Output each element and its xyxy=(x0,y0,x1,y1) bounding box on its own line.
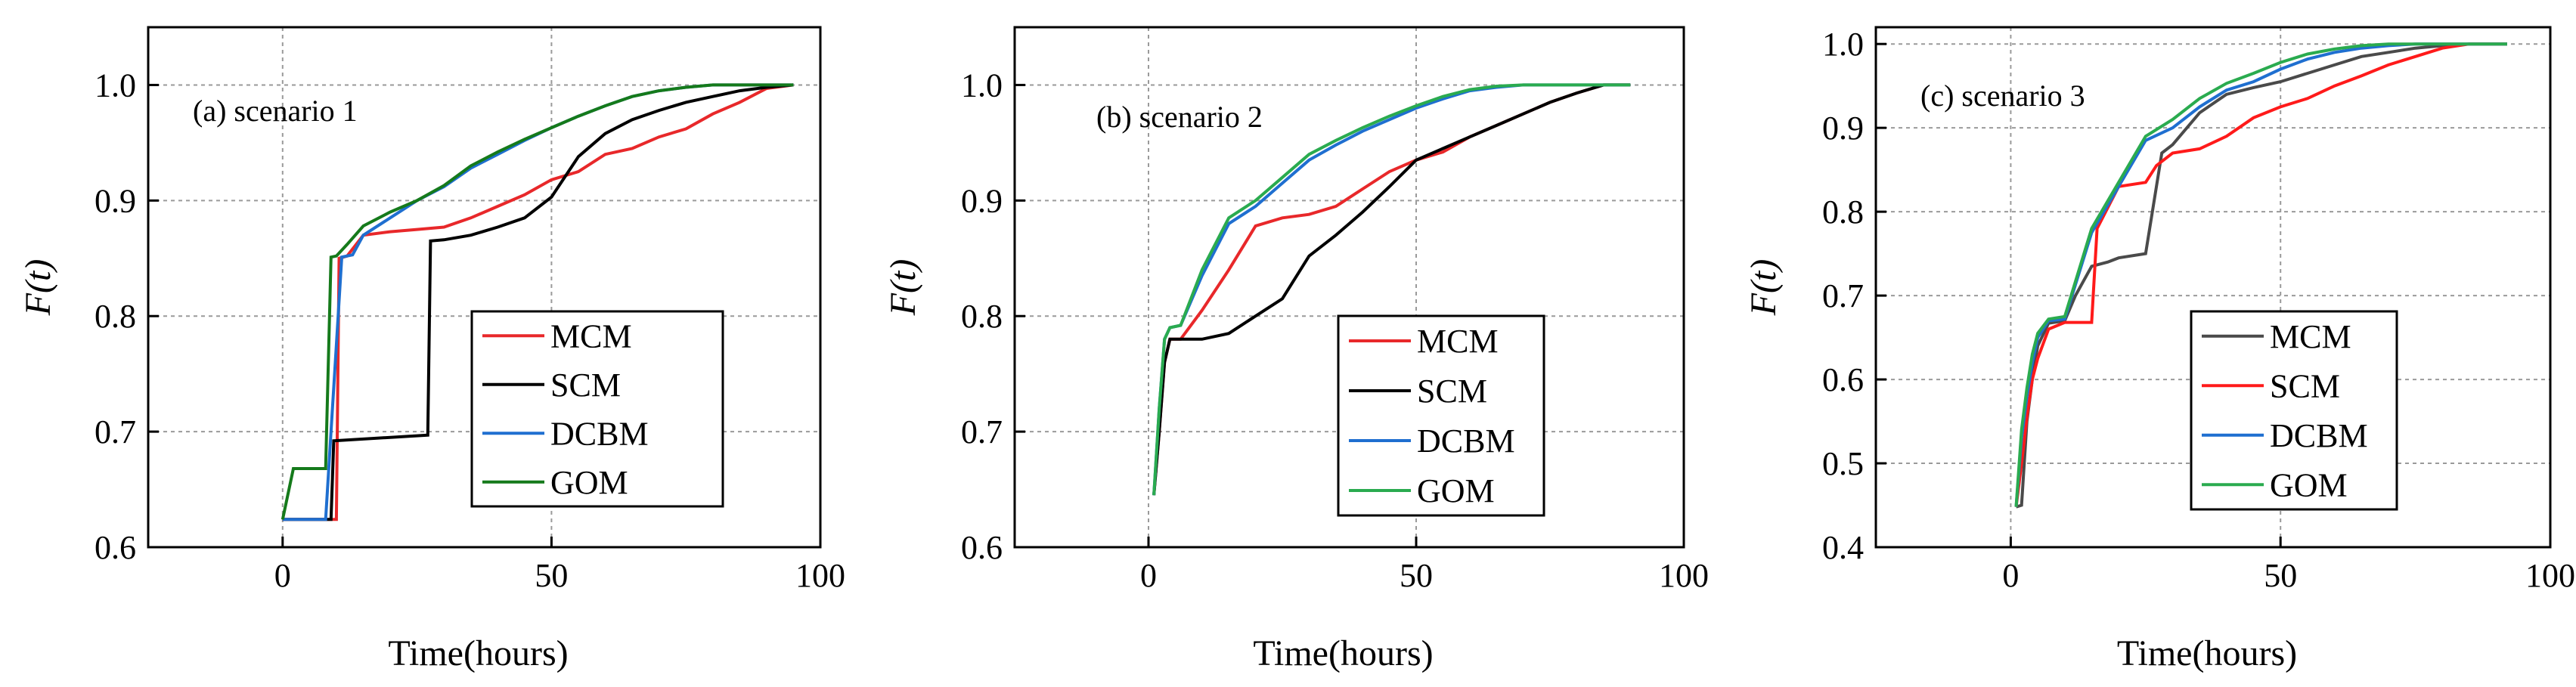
plot-frame xyxy=(147,26,822,549)
legend: MCM SCM DCBM GOM xyxy=(470,310,724,508)
series-line-gom xyxy=(2014,42,2507,507)
series-line-scm xyxy=(1152,83,1631,496)
legend-label-dcbm: DCBM xyxy=(1417,422,1515,460)
series-line-dcbm xyxy=(2014,42,2507,507)
legend-label-mcm: MCM xyxy=(1417,323,1499,360)
y-axis-title: F(t) xyxy=(18,259,58,317)
x-axis-title: Time(hours) xyxy=(2117,633,2297,673)
series-line-mcm xyxy=(2015,42,2507,509)
y-tick-label: 0.9 xyxy=(961,182,1003,219)
x-tick-label: 0 xyxy=(274,557,291,594)
x-tick-label: 0 xyxy=(1140,557,1157,594)
y-tick-label: 1.0 xyxy=(95,67,136,104)
y-axis-title: F(t) xyxy=(883,259,923,317)
x-tick-label: 0 xyxy=(2002,557,2019,594)
y-axis-title: F(t) xyxy=(1744,259,1784,317)
series-line-scm xyxy=(2014,42,2507,507)
chart-panel-2: 0 50 100 0.6 0.7 0.8 0.9 1.0 Time(hours) F(t) (b) … xyxy=(883,26,1709,673)
legend-label-dcbm: DCBM xyxy=(2270,417,2368,454)
legend-label-mcm: MCM xyxy=(550,317,632,354)
panel-label: (c) scenario 3 xyxy=(1920,79,2085,113)
legend-box xyxy=(2190,310,2398,511)
x-tick-label: 50 xyxy=(1400,557,1433,594)
legend-label-scm: SCM xyxy=(550,367,621,404)
x-tick-label: 100 xyxy=(795,557,845,594)
y-tick-label: 0.8 xyxy=(961,298,1003,335)
y-tick-label: 0.9 xyxy=(1822,110,1864,147)
x-tick-label: 100 xyxy=(2525,557,2575,594)
series-line-gom xyxy=(281,83,794,520)
x-axis-title: Time(hours) xyxy=(388,633,568,673)
y-tick-label: 0.7 xyxy=(95,413,136,450)
series-line-mcm xyxy=(282,83,794,521)
y-tick-label: 0.8 xyxy=(95,298,136,335)
y-tick-label: 0.6 xyxy=(961,529,1003,566)
y-tick-label: 0.6 xyxy=(95,529,136,566)
y-tick-label: 0.7 xyxy=(961,413,1003,450)
x-tick-label: 50 xyxy=(535,557,568,594)
legend-label-gom: GOM xyxy=(2270,466,2348,503)
x-axis-title: Time(hours) xyxy=(1253,633,1433,673)
legend-label-dcbm: DCBM xyxy=(550,415,649,452)
plot-frame xyxy=(1874,26,2552,549)
panel-label: (b) scenario 2 xyxy=(1096,100,1263,134)
y-tick-label: 1.0 xyxy=(961,67,1003,104)
legend-label-gom: GOM xyxy=(1417,472,1495,509)
legend-label-scm: SCM xyxy=(1417,373,1487,410)
legend-label-gom: GOM xyxy=(550,464,628,501)
legend-box xyxy=(470,310,724,508)
chart-panel-3: 0 50 100 0.4 0.5 0.6 0.7 0.8 0.9 1.0 Time(hours) F(… xyxy=(1744,26,2575,673)
y-tick-label: 0.8 xyxy=(1822,193,1864,231)
series-line-gom xyxy=(1152,83,1631,496)
x-tick-label: 50 xyxy=(2264,557,2297,594)
legend: MCM SCM DCBM GOM xyxy=(1337,314,1545,517)
series-line-scm xyxy=(282,83,794,521)
y-tick-label: 0.7 xyxy=(1822,277,1864,314)
chart-panel-1: 0 50 100 0.6 0.7 0.8 0.9 1.0 Time(hours) F(t) (a) … xyxy=(18,26,845,673)
legend: MCM SCM DCBM GOM xyxy=(2190,310,2398,511)
y-tick-label: 1.0 xyxy=(1822,26,1864,63)
panel-label: (a) scenario 1 xyxy=(193,94,358,128)
y-tick-label: 0.4 xyxy=(1822,529,1864,566)
x-tick-label: 100 xyxy=(1659,557,1709,594)
plot-frame xyxy=(1013,26,1685,549)
legend-box xyxy=(1337,314,1545,517)
y-tick-label: 0.5 xyxy=(1822,445,1864,482)
legend-label-mcm: MCM xyxy=(2270,318,2351,355)
y-tick-label: 0.6 xyxy=(1822,361,1864,398)
y-tick-label: 0.9 xyxy=(95,182,136,219)
legend-label-scm: SCM xyxy=(2270,367,2340,404)
